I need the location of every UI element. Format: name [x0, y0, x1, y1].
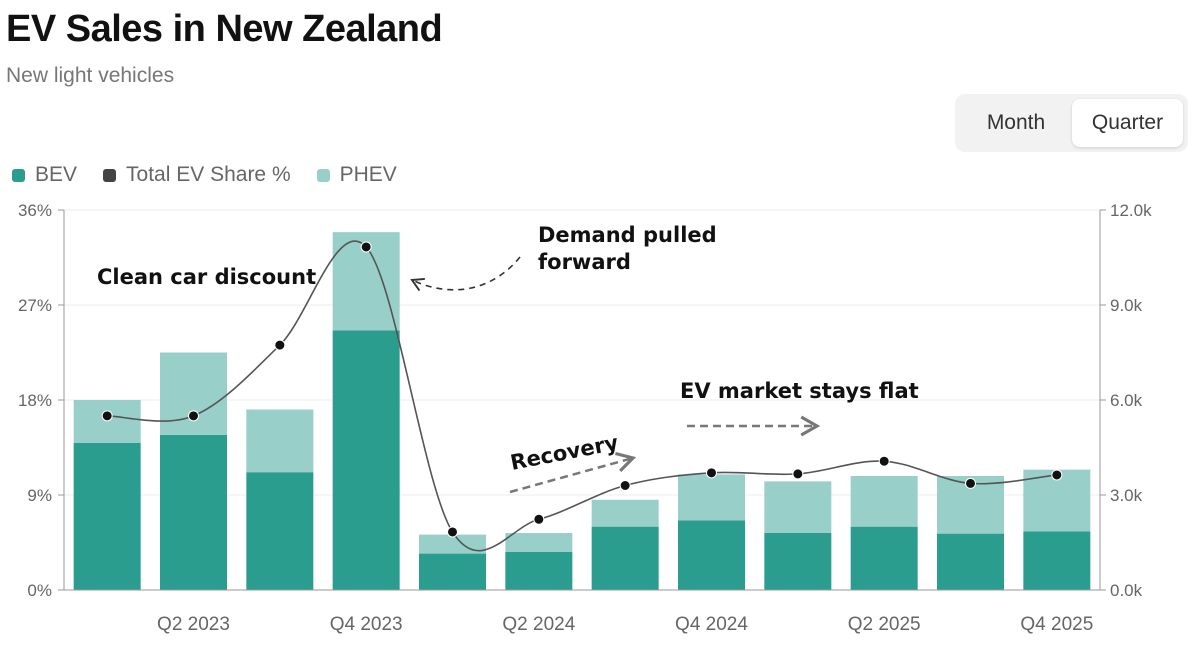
bar-bev[interactable] — [764, 533, 832, 590]
bar-phev[interactable] — [246, 409, 314, 473]
bar-phev[interactable] — [850, 476, 918, 527]
point-total-ev-share[interactable] — [360, 241, 372, 253]
x-tick-label: Q4 2023 — [330, 614, 403, 635]
point-total-ev-share[interactable] — [878, 455, 890, 467]
y-left-tick-label: 0% — [27, 581, 52, 600]
point-total-ev-share[interactable] — [619, 480, 631, 491]
y-right-tick-label: 12.0k — [1110, 201, 1152, 220]
point-total-ev-share[interactable] — [1051, 469, 1063, 481]
bar-phev[interactable] — [678, 474, 745, 521]
bar-phev[interactable] — [764, 481, 832, 533]
quarter-toggle-button[interactable]: Quarter — [1072, 99, 1183, 147]
point-total-ev-share[interactable] — [101, 410, 113, 422]
bar-phev[interactable] — [591, 499, 659, 527]
x-tick-label: Q2 2024 — [502, 614, 575, 635]
bar-bev[interactable] — [332, 330, 400, 590]
bar-bev[interactable] — [850, 526, 918, 590]
annotation-demand-pulled-line1: Demand pulled — [538, 223, 717, 247]
legend-swatch-bev — [12, 168, 25, 182]
annotation-ev-market-flat: EV market stays flat — [680, 379, 919, 403]
y-right-tick-label: 6.0k — [1110, 391, 1143, 410]
bar-phev[interactable] — [505, 533, 573, 552]
annotation-recovery: Recovery — [508, 430, 620, 474]
bar-bev[interactable] — [73, 442, 141, 590]
y-left-tick-label: 36% — [18, 201, 52, 220]
x-tick-label: Q4 2024 — [675, 614, 748, 635]
annotation-arrow-demand — [410, 256, 521, 292]
chart-legend: BEV Total EV Share % PHEV — [12, 163, 397, 187]
x-tick-label: Q2 2025 — [848, 614, 921, 635]
bar-bev[interactable] — [505, 552, 573, 590]
legend-item-total-ev-share[interactable]: Total EV Share % — [103, 163, 291, 187]
bar-bev[interactable] — [591, 526, 659, 590]
legend-label-bev: BEV — [35, 163, 78, 186]
bar-bev[interactable] — [678, 520, 745, 590]
point-total-ev-share[interactable] — [965, 477, 976, 489]
y-left-tick-label: 27% — [18, 296, 52, 315]
x-tick-label: Q4 2025 — [1020, 614, 1093, 635]
bar-bev[interactable] — [160, 434, 227, 590]
annotation-demand-pulled-line2: forward — [538, 250, 631, 274]
chart-title: EV Sales in New Zealand — [6, 8, 443, 50]
bar-bev[interactable] — [246, 472, 314, 590]
x-tick-label: Q2 2023 — [157, 614, 230, 635]
legend-swatch-total-ev-share — [103, 168, 117, 182]
chart-subtitle: New light vehicles — [6, 64, 175, 87]
y-left-tick-label: 18% — [18, 391, 52, 410]
annotation-clean-car-discount: Clean car discount — [97, 265, 316, 289]
point-total-ev-share[interactable] — [274, 339, 286, 351]
legend-swatch-phev — [316, 168, 330, 182]
y-left-tick-label: 9% — [27, 486, 52, 505]
point-total-ev-share[interactable] — [533, 513, 545, 525]
bar-bev[interactable] — [419, 553, 486, 590]
bar-phev[interactable] — [160, 352, 227, 435]
point-total-ev-share[interactable] — [188, 410, 199, 422]
point-total-ev-share[interactable] — [706, 467, 717, 479]
legend-label-total-ev-share: Total EV Share % — [126, 163, 291, 186]
period-toggle: Month Quarter — [955, 94, 1188, 152]
y-right-tick-label: 3.0k — [1110, 486, 1143, 505]
month-toggle-button[interactable]: Month — [986, 111, 1046, 134]
legend-item-phev[interactable]: PHEV — [316, 163, 397, 187]
legend-item-bev[interactable]: BEV — [12, 163, 77, 187]
bar-phev[interactable] — [73, 400, 141, 443]
bar-bev[interactable] — [1023, 531, 1091, 590]
y-right-tick-label: 0.0k — [1110, 581, 1143, 600]
annotation-arrow-recovery — [509, 451, 637, 494]
point-total-ev-share[interactable] — [792, 468, 804, 480]
y-right-tick-label: 9.0k — [1110, 296, 1143, 315]
point-total-ev-share[interactable] — [447, 526, 458, 538]
legend-label-phev: PHEV — [339, 163, 397, 186]
bar-bev[interactable] — [937, 533, 1004, 590]
